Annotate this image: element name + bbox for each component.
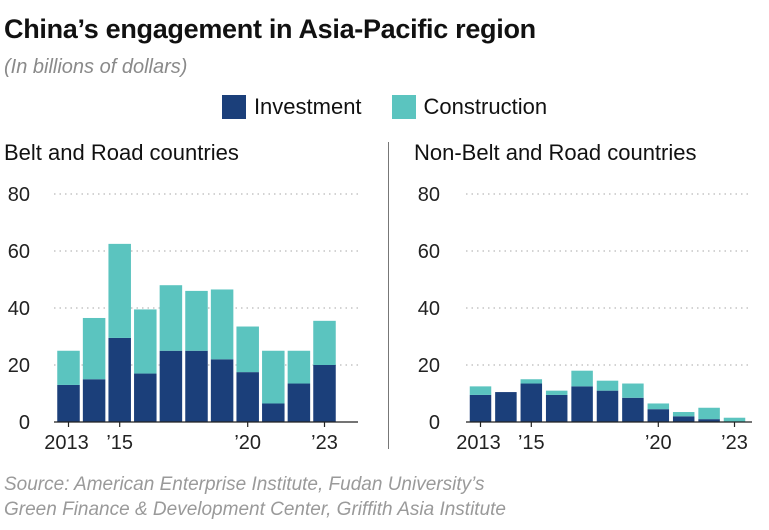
nonbri-bar-investment-2015 [520,383,543,422]
nonbri-bar-investment-2017 [571,386,593,422]
bri-ytick-0: 0 [19,412,30,434]
bri-bar-investment-2014 [82,379,106,422]
bri-bar-investment-2023 [313,365,336,422]
nonbri-ytick-80: 80 [418,184,440,206]
bri-bar-investment-2022 [287,383,311,422]
bri-bar-construction-2017 [159,285,183,351]
nonbri-bar-construction-2017 [571,370,593,387]
chart-title: China’s engagement in Asia-Pacific regio… [4,14,536,44]
panel-divider [388,142,389,449]
nonbri-bar-investment-2019 [622,397,644,422]
nonbri-bar-construction-2019 [622,383,644,398]
legend-item-investment: Investment [221,94,362,120]
legend-label-investment: Investment [253,94,362,119]
chart-subtitle: (In billions of dollars) [4,56,188,78]
legend: Investment Construction [0,94,769,120]
nonbri-xtick-2015: ’15 [518,432,545,454]
nonbri-bar-investment-2013 [469,394,492,422]
nonbri-bar-investment-2021 [672,416,695,422]
bri-bar-construction-2016 [134,309,157,374]
source-note: Source: American Enterprise Institute, F… [4,472,506,522]
bri-bar-construction-2014 [82,317,106,380]
bri-xtick-2020: ’20 [234,432,261,454]
nonbri-ytick-60: 60 [418,241,440,263]
panel-title-non-belt-and-road: Non-Belt and Road countries [414,140,697,165]
bri-bar-investment-2016 [134,373,157,422]
bri-bar-construction-2018 [185,290,208,351]
nonbri-bar-construction-2013 [469,386,492,395]
bri-bar-investment-2021 [262,403,285,422]
nonbri-xtick-2020: ’20 [645,432,672,454]
nonbri-ytick-40: 40 [418,298,440,320]
nonbri-bar-construction-2018 [596,380,619,391]
bri-bar-investment-2019 [210,359,234,422]
nonbri-bar-construction-2021 [672,412,695,417]
nonbri-bar-investment-2018 [596,390,619,422]
nonbri-xtick-2023: ’23 [721,432,748,454]
bri-bar-investment-2013 [57,384,80,422]
nonbri-bar-investment-2022 [698,419,720,422]
bri-ytick-40: 40 [8,298,30,320]
source-line-1: Source: American Enterprise Institute, F… [4,474,485,495]
bri-bar-construction-2021 [262,350,285,404]
bri-bar-construction-2015 [108,243,131,338]
bri-xtick-2013: 2013 [44,432,89,454]
source-line-2: Green Finance & Development Center, Grif… [4,499,506,520]
nonbri-ytick-20: 20 [418,355,440,377]
bri-bar-construction-2023 [313,320,336,365]
panel-title-belt-and-road: Belt and Road countries [4,140,239,165]
bri-bar-investment-2020 [236,372,259,422]
bri-ytick-80: 80 [8,184,30,206]
legend-swatch-investment [221,95,246,119]
bri-bar-investment-2015 [108,337,131,422]
nonbri-bar-construction-2023 [723,417,746,422]
legend-label-construction: Construction [423,94,548,119]
bri-xtick-2023: ’23 [311,432,338,454]
legend-swatch-construction [391,95,416,119]
nonbri-bar-construction-2020 [647,403,670,410]
bri-xtick-2015: ’15 [106,432,133,454]
bri-ytick-60: 60 [8,241,30,263]
bri-bar-construction-2013 [57,350,80,385]
nonbri-bar-construction-2015 [520,379,543,384]
bri-bar-investment-2018 [185,350,208,422]
nonbri-bar-construction-2016 [545,390,568,395]
nonbri-ytick-0: 0 [429,412,440,434]
nonbri-xtick-2013: 2013 [456,432,501,454]
nonbri-bar-investment-2020 [647,409,670,422]
legend-item-construction: Construction [391,94,548,120]
bri-bar-investment-2017 [159,350,183,422]
nonbri-bar-investment-2016 [545,394,568,422]
bri-bar-construction-2022 [287,350,311,384]
bri-bar-construction-2020 [236,326,259,373]
nonbri-bar-construction-2022 [698,407,720,420]
nonbri-bar-investment-2014 [495,392,517,422]
bri-bar-construction-2019 [210,289,234,360]
bri-ytick-20: 20 [8,355,30,377]
